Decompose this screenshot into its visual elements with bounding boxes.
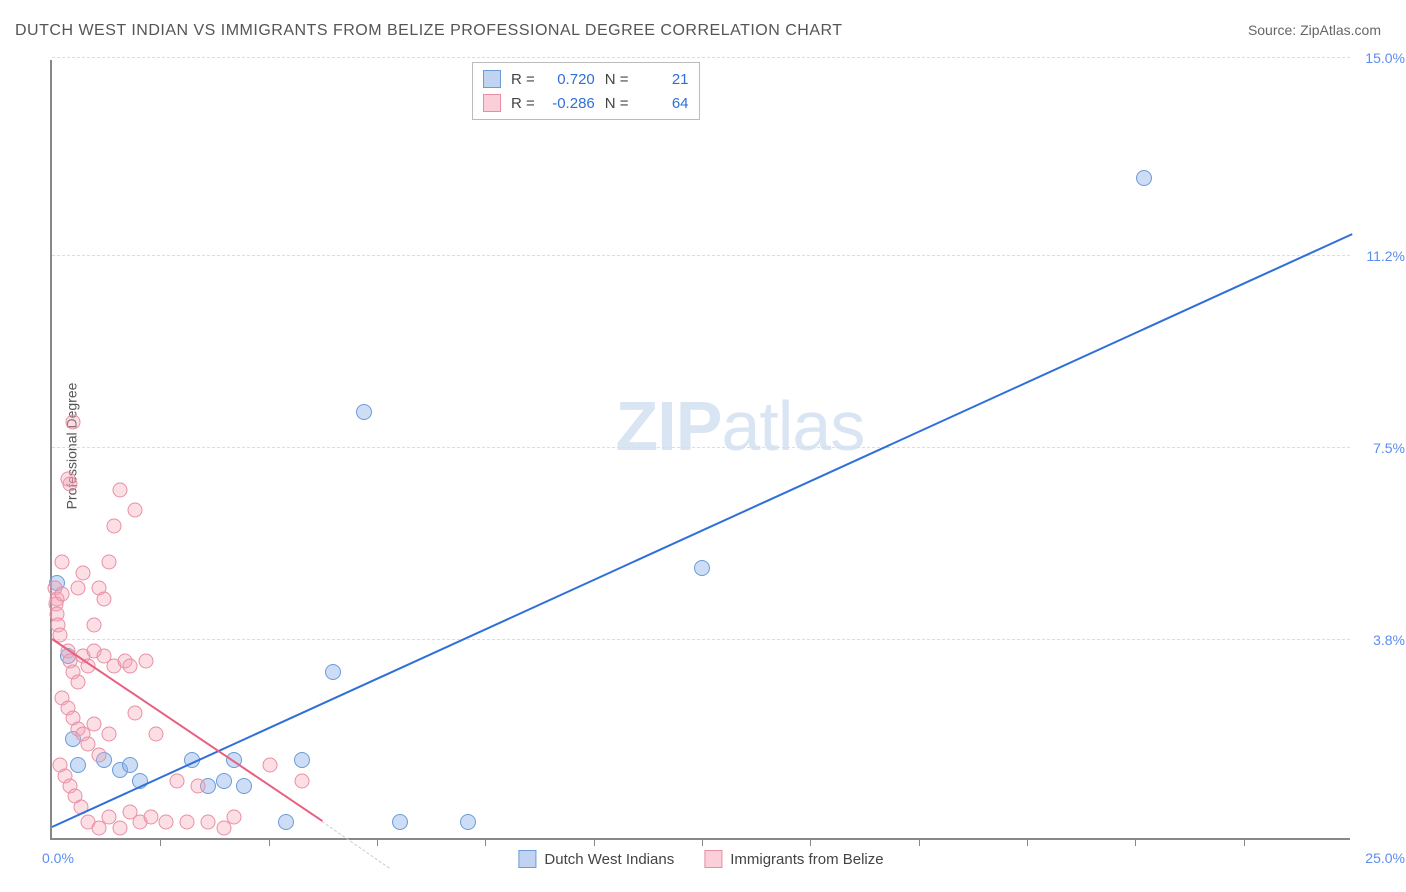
scatter-point [102,555,117,570]
scatter-point [236,778,252,794]
scatter-point [143,810,158,825]
xtick [269,838,270,846]
scatter-point [356,404,372,420]
ytick-label: 3.8% [1373,632,1405,648]
scatter-point [63,477,78,492]
scatter-point [460,814,476,830]
watermark: ZIPatlas [616,386,865,466]
n-label: N = [605,95,629,112]
xtick [810,838,811,846]
gridline [52,57,1350,58]
legend-label-pink: Immigrants from Belize [730,851,883,868]
swatch-pink-icon [704,850,722,868]
source-attribution: Source: ZipAtlas.com [1248,22,1381,38]
x-max-label: 25.0% [1365,850,1405,866]
scatter-point [76,565,91,580]
scatter-point [216,773,232,789]
ytick-label: 15.0% [1365,50,1405,66]
stats-row-blue: R = 0.720 N = 21 [483,67,689,91]
watermark-atlas: atlas [721,387,864,465]
gridline [52,447,1350,448]
scatter-point [294,773,309,788]
n-label: N = [605,71,629,88]
scatter-point [149,727,164,742]
xtick [377,838,378,846]
swatch-blue-icon [483,70,501,88]
xtick [594,838,595,846]
scatter-point [263,758,278,773]
scatter-point [227,810,242,825]
scatter-point [201,815,216,830]
scatter-point [55,555,70,570]
r-label: R = [511,71,535,88]
xtick [1244,838,1245,846]
watermark-zip: ZIP [616,387,722,465]
scatter-point [122,757,138,773]
r-value-pink: -0.286 [545,95,595,112]
r-value-blue: 0.720 [545,71,595,88]
scatter-point [102,727,117,742]
scatter-point [86,617,101,632]
scatter-point [112,482,127,497]
scatter-point [694,560,710,576]
n-value-blue: 21 [639,71,689,88]
trend-line-blue [52,233,1353,828]
bottom-legend: Dutch West Indians Immigrants from Beliz… [518,850,883,868]
scatter-point [91,747,106,762]
xtick [702,838,703,846]
scatter-point [392,814,408,830]
chart-title: DUTCH WEST INDIAN VS IMMIGRANTS FROM BEL… [15,22,843,40]
legend-item-blue: Dutch West Indians [518,850,674,868]
scatter-point [159,815,174,830]
xtick [160,838,161,846]
scatter-point [180,815,195,830]
stats-legend: R = 0.720 N = 21 R = -0.286 N = 64 [472,62,700,120]
scatter-point [107,519,122,534]
scatter-point [325,664,341,680]
xtick [1135,838,1136,846]
ytick-label: 7.5% [1373,440,1405,456]
xtick [919,838,920,846]
swatch-blue-icon [518,850,536,868]
scatter-point [65,415,80,430]
gridline [52,255,1350,256]
scatter-point [123,659,138,674]
plot-area: ZIPatlas R = 0.720 N = 21 R = -0.286 N =… [50,60,1350,840]
legend-label-blue: Dutch West Indians [544,851,674,868]
trend-dash-pink [322,821,390,869]
scatter-point [1136,170,1152,186]
xtick [1027,838,1028,846]
xtick [485,838,486,846]
gridline [52,639,1350,640]
x-origin-label: 0.0% [42,850,74,866]
scatter-point [71,581,86,596]
ytick-label: 11.2% [1366,248,1405,264]
scatter-point [128,503,143,518]
scatter-point [278,814,294,830]
legend-item-pink: Immigrants from Belize [704,850,883,868]
n-value-pink: 64 [639,95,689,112]
scatter-point [138,654,153,669]
scatter-point [55,586,70,601]
swatch-pink-icon [483,94,501,112]
scatter-point [169,773,184,788]
scatter-point [86,716,101,731]
scatter-point [97,591,112,606]
scatter-point [294,752,310,768]
scatter-point [128,706,143,721]
scatter-point [112,820,127,835]
scatter-point [70,757,86,773]
stats-row-pink: R = -0.286 N = 64 [483,91,689,115]
scatter-point [71,675,86,690]
scatter-point [190,779,205,794]
r-label: R = [511,95,535,112]
